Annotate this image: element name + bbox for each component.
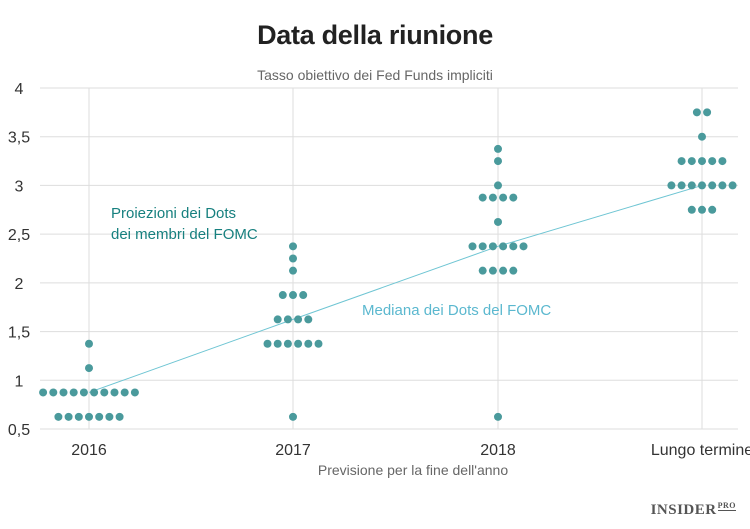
fomc-dot	[289, 412, 297, 421]
fomc-dot	[692, 108, 701, 117]
fomc-dot	[488, 242, 497, 251]
chart-title: Data della riunione	[257, 20, 493, 50]
fomc-dot	[494, 144, 502, 153]
fomc-dot	[294, 315, 303, 324]
x-tick-label: 2016	[71, 442, 107, 459]
fomc-dot	[494, 412, 502, 421]
fomc-dot	[115, 412, 124, 421]
y-tick-label: 0,5	[8, 422, 30, 439]
y-tick-label: 1,5	[8, 325, 30, 342]
y-tick-label: 4	[15, 81, 24, 98]
fomc-dot	[698, 157, 706, 166]
fomc-dot	[100, 388, 109, 397]
fomc-dot	[494, 217, 502, 226]
fomc-dot	[708, 205, 717, 214]
fomc-dot	[283, 315, 292, 324]
fomc-dot	[64, 412, 73, 421]
fomc-dot	[468, 242, 477, 251]
fomc-dot	[519, 242, 528, 251]
median-line	[88, 184, 703, 393]
fomc-dot	[79, 388, 88, 397]
fomc-dot	[273, 315, 282, 324]
fomc-dot	[499, 193, 508, 202]
fomc-dot	[718, 157, 727, 166]
y-tick-label: 2,5	[8, 227, 30, 244]
fomc-dot	[105, 412, 114, 421]
fomc-dot	[299, 291, 308, 300]
fomc-dot	[499, 242, 508, 251]
fomc-dot	[289, 242, 297, 251]
y-tick-label: 3	[15, 178, 24, 195]
y-tick-label: 1	[15, 373, 24, 390]
fomc-dot	[698, 205, 706, 214]
fomc-dot	[85, 412, 93, 421]
fomc-dot	[509, 266, 518, 275]
fomc-dot	[110, 388, 119, 397]
x-tick-label: Lungo termine	[651, 442, 750, 459]
fomc-dot	[499, 266, 508, 275]
fomc-dot	[130, 388, 139, 397]
fomc-dot	[703, 108, 712, 117]
fomc-dot	[120, 388, 129, 397]
brand-name: INSIDER	[650, 502, 717, 518]
fomc-dot	[49, 388, 58, 397]
brand-suffix: PRO	[717, 501, 736, 511]
fomc-dot	[667, 181, 676, 190]
fomc-dot	[304, 339, 313, 348]
fomc-dot	[494, 157, 502, 166]
y-tick-label: 3,5	[8, 130, 30, 147]
fomc-dot	[314, 339, 323, 348]
fomc-dot	[718, 181, 727, 190]
fomc-dot	[478, 193, 487, 202]
fomc-dot	[289, 254, 297, 263]
fomc-dot	[478, 266, 487, 275]
fomc-dot	[708, 181, 717, 190]
x-axis-label: Previsione per la fine dell'anno	[318, 462, 508, 478]
fomc-dot	[85, 364, 93, 373]
fomc-dot	[728, 181, 737, 190]
fomc-dot	[509, 242, 518, 251]
fomc-dot	[90, 388, 99, 397]
fomc-dot	[289, 266, 297, 275]
fomc-dot	[69, 388, 78, 397]
fomc-dot	[278, 291, 287, 300]
x-tick-label: 2017	[275, 442, 311, 459]
fomc-dot	[304, 315, 313, 324]
fomc-dot	[478, 242, 487, 251]
x-tick-label: 2018	[480, 442, 516, 459]
fomc-dot	[687, 157, 696, 166]
chart-subtitle: Tasso obiettivo dei Fed Funds impliciti	[257, 67, 493, 83]
median-annotation: Mediana dei Dots del FOMC	[362, 302, 551, 319]
fomc-dot	[39, 388, 48, 397]
fomc-dot	[74, 412, 83, 421]
fomc-dot	[263, 339, 272, 348]
dots-annotation-line: Proiezioni dei Dots	[111, 205, 236, 222]
fomc-dot	[708, 157, 717, 166]
fomc-dot	[687, 181, 696, 190]
fomc-dot	[488, 266, 497, 275]
fomc-dot	[294, 339, 303, 348]
fomc-dot	[59, 388, 68, 397]
fomc-dot	[95, 412, 104, 421]
dots-annotation-line: dei membri del FOMC	[111, 226, 258, 243]
fomc-dot	[54, 412, 63, 421]
fomc-dot	[677, 181, 686, 190]
fomc-dot	[85, 339, 93, 348]
fomc-dot	[698, 132, 706, 141]
fomc-dot	[289, 291, 297, 300]
fomc-dot	[687, 205, 696, 214]
fomc-dot	[283, 339, 292, 348]
y-tick-label: 2	[15, 276, 24, 293]
fomc-dot	[494, 181, 502, 190]
fomc-dot	[509, 193, 518, 202]
insider-pro-logo: INSIDERPRO	[651, 501, 736, 519]
fomc-dot	[677, 157, 686, 166]
fomc-dot	[273, 339, 282, 348]
fomc-dot	[488, 193, 497, 202]
fomc-dot	[698, 181, 706, 190]
